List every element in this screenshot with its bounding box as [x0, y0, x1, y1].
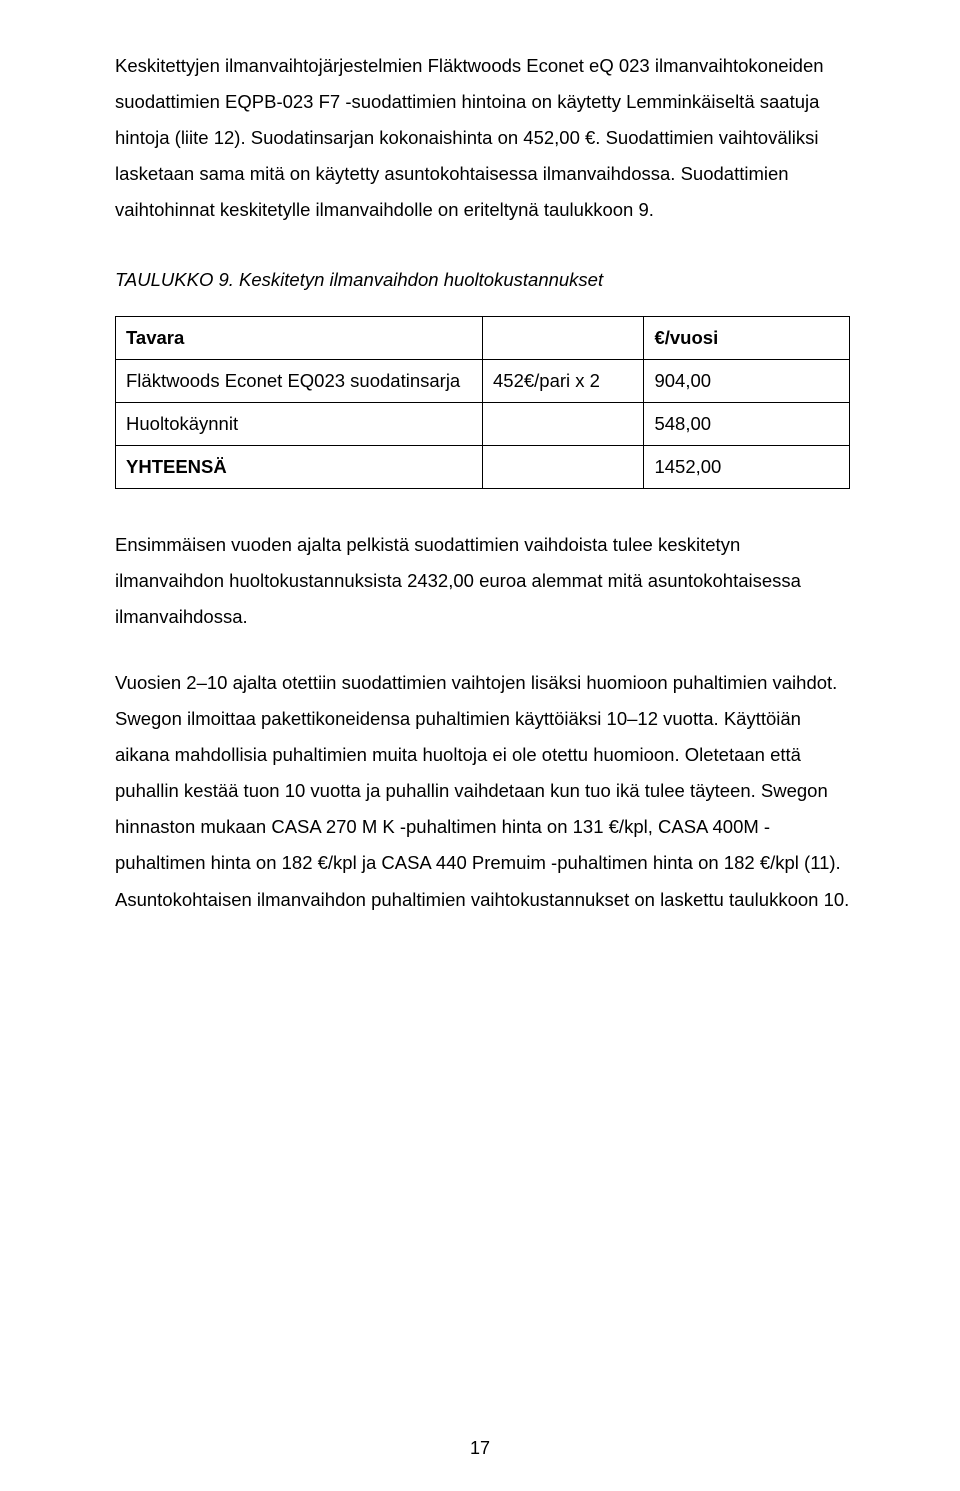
outro-paragraph: Vuosien 2–10 ajalta otettiin suodattimie…	[115, 665, 850, 917]
row-calc	[483, 403, 644, 446]
cost-table: Tavara €/vuosi Fläktwoods Econet EQ023 s…	[115, 316, 850, 489]
row-value: 1452,00	[644, 446, 850, 489]
intro-paragraph: Keskitettyjen ilmanvaihtojärjestelmien F…	[115, 48, 850, 228]
document-page: Keskitettyjen ilmanvaihtojärjestelmien F…	[0, 0, 960, 1491]
table-caption: TAULUKKO 9. Keskitetyn ilmanvaihdon huol…	[115, 262, 850, 298]
header-label: Tavara	[116, 317, 483, 360]
row-label: Huoltokäynnit	[116, 403, 483, 446]
row-label-total: YHTEENSÄ	[116, 446, 483, 489]
row-label: Fläktwoods Econet EQ023 suodatinsarja	[116, 360, 483, 403]
table-row: YHTEENSÄ 1452,00	[116, 446, 850, 489]
header-empty	[483, 317, 644, 360]
mid-paragraph: Ensimmäisen vuoden ajalta pelkistä suoda…	[115, 527, 850, 635]
row-calc	[483, 446, 644, 489]
table-header-row: Tavara €/vuosi	[116, 317, 850, 360]
page-number: 17	[0, 1439, 960, 1457]
row-calc: 452€/pari x 2	[483, 360, 644, 403]
header-unit: €/vuosi	[644, 317, 850, 360]
row-value: 548,00	[644, 403, 850, 446]
table-row: Huoltokäynnit 548,00	[116, 403, 850, 446]
table-row: Fläktwoods Econet EQ023 suodatinsarja 45…	[116, 360, 850, 403]
row-value: 904,00	[644, 360, 850, 403]
